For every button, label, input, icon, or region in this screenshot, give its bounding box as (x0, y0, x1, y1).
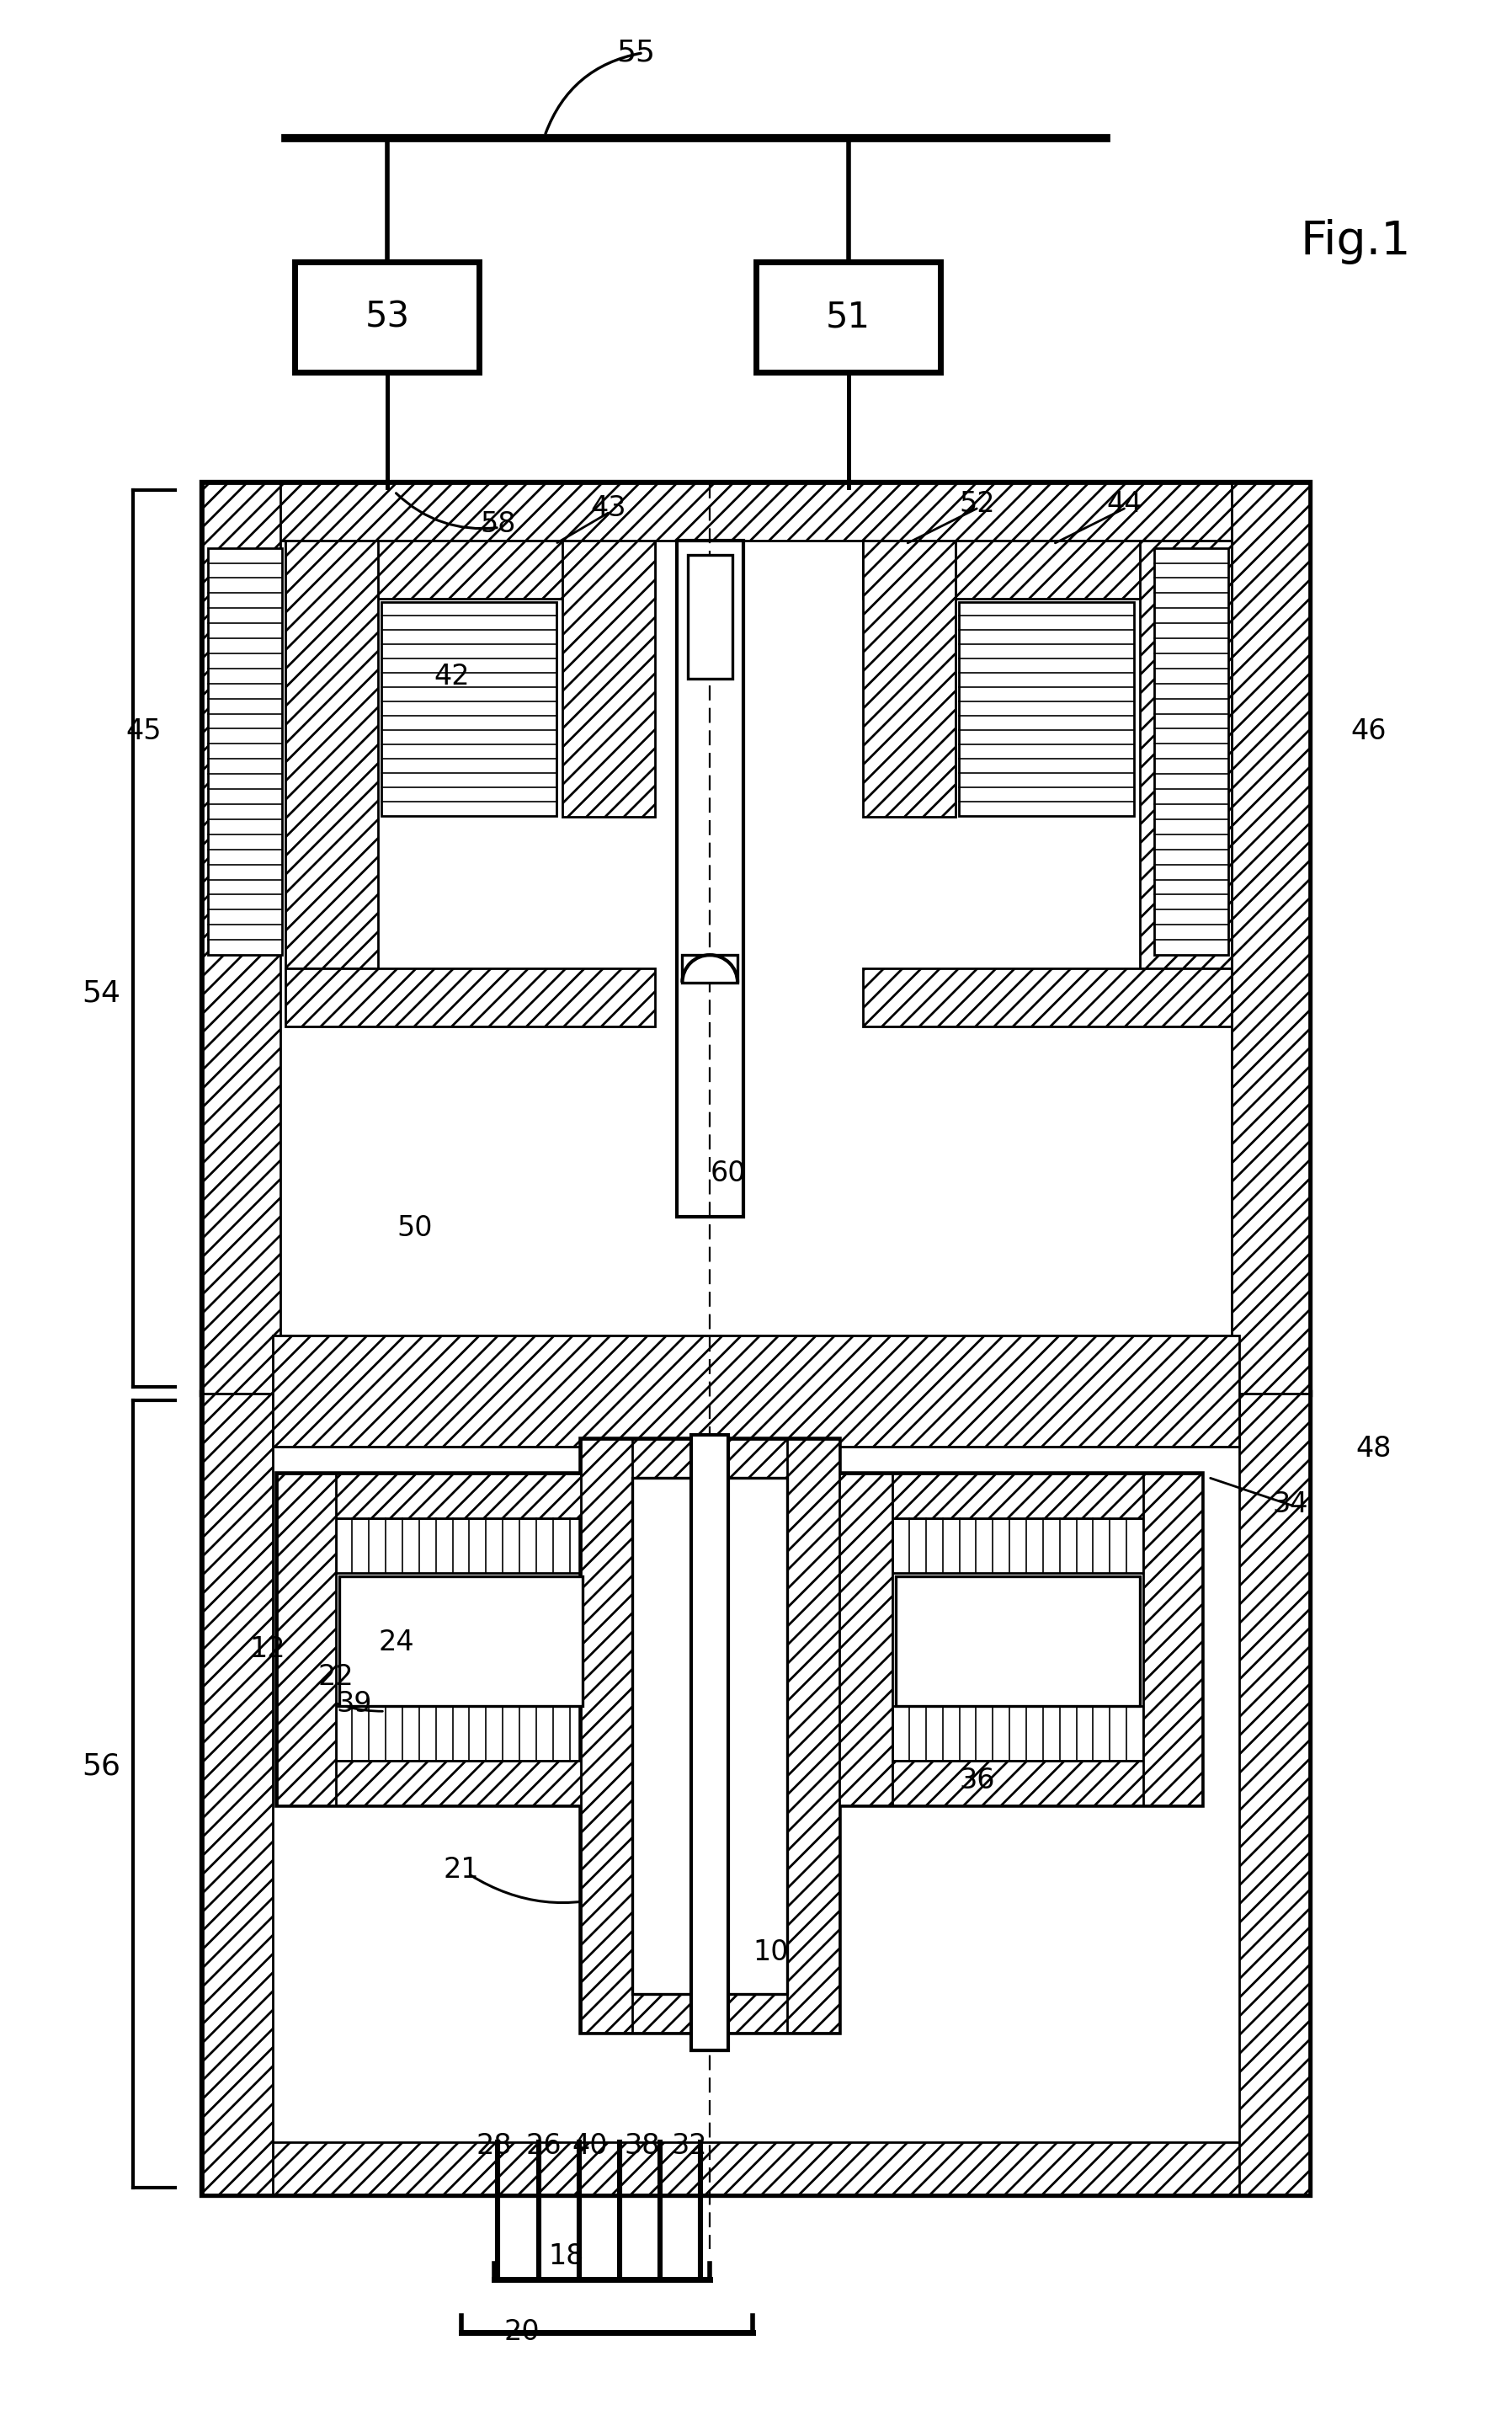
Text: 22: 22 (318, 1664, 354, 1690)
Text: 60: 60 (711, 1159, 747, 1186)
Bar (203, 483, 280, 1393)
Text: 20: 20 (503, 2318, 540, 2345)
Bar (339, 1577, 582, 1705)
Text: Fig.1: Fig.1 (1300, 220, 1411, 263)
Bar (203, 1393, 272, 2195)
Text: 21: 21 (443, 1857, 479, 1884)
Bar (892, 1705, 1143, 1761)
Bar (863, 968, 1232, 1026)
Bar (581, 1439, 839, 2033)
Text: 43: 43 (591, 495, 626, 522)
Bar (833, 1761, 1202, 1804)
Text: 34: 34 (1273, 1490, 1308, 1519)
Text: 40: 40 (572, 2132, 608, 2159)
Bar (581, 1439, 839, 1478)
Bar (209, 548, 283, 954)
Bar (788, 1439, 839, 2033)
Text: 42: 42 (434, 662, 470, 691)
Bar (272, 1335, 1240, 1447)
Bar (381, 601, 556, 816)
Bar (677, 541, 742, 1217)
Text: 56: 56 (82, 1753, 121, 1780)
Text: 50: 50 (398, 1215, 432, 1241)
Text: 51: 51 (826, 299, 871, 336)
Text: 58: 58 (479, 510, 516, 539)
Bar (833, 1473, 892, 1804)
Bar (277, 1473, 336, 1804)
Bar (203, 1393, 1309, 2195)
Bar (336, 1519, 587, 1572)
Bar (1240, 1393, 1309, 2195)
Text: 39: 39 (336, 1690, 372, 1717)
Bar (581, 1439, 632, 2033)
Text: 52: 52 (959, 490, 995, 517)
Bar (277, 1473, 646, 1804)
Bar (892, 1519, 1143, 1572)
Bar (833, 1473, 1202, 1519)
Bar (1232, 483, 1309, 1393)
Bar (277, 1473, 646, 1519)
Bar (203, 483, 1309, 1393)
Text: 36: 36 (960, 1765, 995, 1794)
Bar (203, 1335, 1309, 1393)
Bar (863, 541, 956, 816)
Text: 54: 54 (82, 980, 121, 1007)
Text: 48: 48 (1356, 1435, 1391, 1463)
Text: 10: 10 (753, 1939, 789, 1966)
Text: 44: 44 (1107, 490, 1143, 517)
Bar (581, 1995, 839, 2033)
Text: 38: 38 (624, 2132, 659, 2159)
Bar (286, 541, 655, 599)
Bar (959, 601, 1134, 816)
Bar (336, 1705, 587, 1761)
Text: 45: 45 (125, 717, 162, 746)
Bar (682, 954, 738, 983)
Bar (277, 1761, 646, 1804)
Bar (1140, 541, 1232, 968)
Bar (897, 1577, 1140, 1705)
Bar (203, 483, 1309, 541)
Text: 24: 24 (378, 1628, 414, 1657)
Text: 32: 32 (671, 2132, 708, 2159)
Bar (203, 2142, 1309, 2195)
Bar (756, 263, 940, 372)
Bar (295, 263, 479, 372)
Bar (691, 1435, 729, 2050)
Bar (688, 555, 732, 679)
Text: 55: 55 (617, 39, 656, 68)
Bar (587, 1473, 646, 1804)
Bar (1143, 1473, 1202, 1804)
Bar (863, 541, 1232, 599)
Bar (286, 541, 378, 968)
Text: 53: 53 (364, 299, 410, 336)
Text: 46: 46 (1350, 717, 1387, 746)
Bar (632, 1478, 788, 1995)
Text: 12: 12 (249, 1635, 286, 1664)
Text: 26: 26 (526, 2132, 562, 2159)
Bar (1154, 548, 1228, 954)
Text: 18: 18 (549, 2244, 584, 2270)
Bar (562, 541, 655, 816)
Bar (203, 1393, 1309, 1447)
Bar (286, 968, 655, 1026)
Text: 28: 28 (476, 2132, 513, 2159)
Bar (833, 1473, 1202, 1804)
